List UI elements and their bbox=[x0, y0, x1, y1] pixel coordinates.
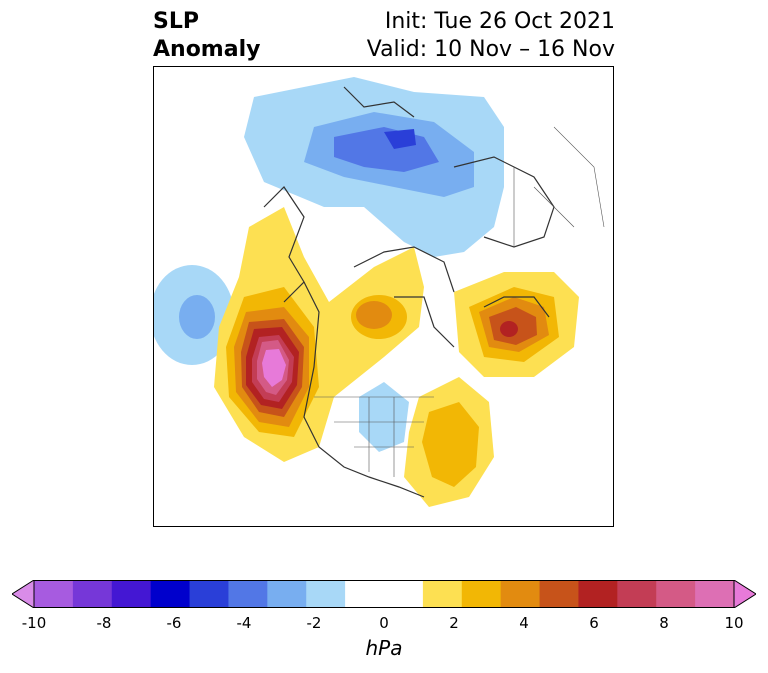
high-anomaly-west bbox=[214, 207, 424, 462]
colorbar-cell bbox=[267, 580, 307, 608]
colorbar-tick-label: -2 bbox=[306, 614, 322, 632]
colorbar-tick-label: -4 bbox=[236, 614, 252, 632]
colorbar-cell bbox=[617, 580, 657, 608]
colorbar-tick-label: 10 bbox=[724, 614, 744, 632]
low-anomaly-pacific bbox=[154, 265, 234, 365]
colorbar-tick-label: -6 bbox=[166, 614, 182, 632]
colorbar bbox=[12, 580, 756, 608]
colorbar-cell bbox=[228, 580, 268, 608]
colorbar-cell bbox=[189, 580, 229, 608]
colorbar-extend-high bbox=[733, 580, 756, 608]
colorbar-cell bbox=[695, 580, 735, 608]
valid-range: Valid: 10 Nov – 16 Nov bbox=[366, 37, 615, 62]
colorbar-cell bbox=[72, 580, 113, 608]
colorbar-tick-label: 0 bbox=[379, 614, 389, 632]
borders bbox=[314, 126, 605, 477]
high-anomaly-atlantic bbox=[404, 377, 494, 507]
low-anomaly-eurasia bbox=[244, 77, 504, 257]
colorbar-tick-label: -10 bbox=[21, 614, 47, 632]
colorbar-tick-label: 6 bbox=[589, 614, 599, 632]
colorbar-unit: hPa bbox=[365, 636, 403, 660]
colorbar-cell bbox=[34, 580, 74, 608]
colorbar-cell bbox=[345, 580, 385, 608]
colorbar-cell bbox=[461, 580, 502, 608]
low-anomaly-america bbox=[359, 382, 409, 452]
colorbar-extend-low bbox=[12, 580, 35, 608]
colorbar-tick-label: -8 bbox=[96, 614, 112, 632]
colorbar-border bbox=[33, 580, 735, 608]
map-panel bbox=[153, 66, 614, 527]
colorbar-cell bbox=[384, 580, 424, 608]
colorbar-cells bbox=[12, 580, 756, 608]
colorbar-tick-label: 8 bbox=[659, 614, 669, 632]
colorbar-cell bbox=[306, 580, 346, 608]
colorbar-cell bbox=[578, 580, 618, 608]
colorbar-cell bbox=[150, 580, 191, 608]
init-date: Init: Tue 26 Oct 2021 bbox=[384, 9, 615, 34]
colorbar-cell bbox=[111, 580, 152, 608]
colorbar-tick-label: 2 bbox=[449, 614, 459, 632]
plot-dates: Init: Tue 26 Oct 2021 Valid: 10 Nov – 16… bbox=[367, 8, 615, 64]
title-variable: SLP bbox=[153, 9, 199, 34]
colorbar-cell bbox=[539, 580, 579, 608]
high-anomaly-europe bbox=[454, 272, 579, 377]
anomaly-map bbox=[154, 77, 605, 507]
colorbar-cell bbox=[422, 580, 463, 608]
colorbar-cell bbox=[656, 580, 696, 608]
colorbar-cell bbox=[500, 580, 541, 608]
plot-title: SLP Anomaly bbox=[153, 8, 260, 64]
colorbar-tick-label: 4 bbox=[519, 614, 529, 632]
title-anomaly: Anomaly bbox=[153, 37, 261, 62]
